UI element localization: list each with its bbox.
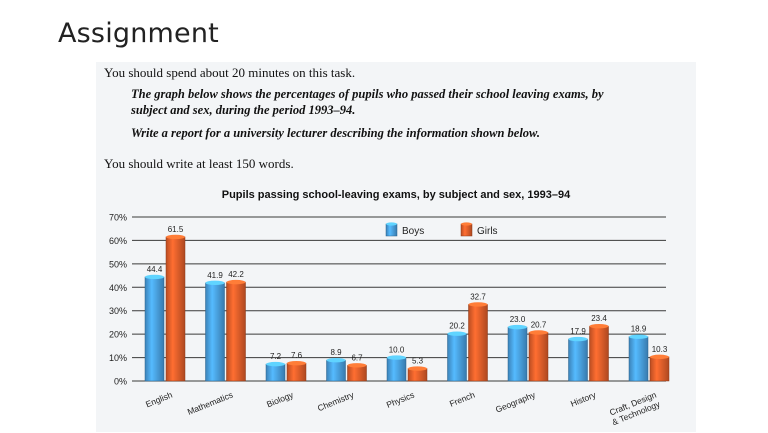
- slide-title: Assignment: [58, 18, 219, 49]
- x-tick-label: Biology: [265, 389, 295, 409]
- y-tick-label: 10%: [109, 353, 127, 363]
- legend-swatch-girls: [460, 223, 473, 237]
- x-tick-label: Chemistry: [316, 389, 356, 413]
- data-label-girls: 20.7: [531, 321, 547, 330]
- bar-boys: [265, 363, 286, 382]
- data-label-girls: 61.5: [168, 225, 184, 234]
- data-label-boys: 41.9: [207, 271, 223, 280]
- bar-boys: [447, 333, 467, 382]
- time-instruction: You should spend about 20 minutes on thi…: [104, 65, 356, 80]
- x-tick-label: Mathematics: [186, 390, 234, 417]
- bar-top-boys: [629, 334, 648, 339]
- data-label-girls: 23.4: [591, 314, 607, 323]
- data-label-girls: 7.6: [291, 351, 303, 360]
- data-label-boys: 8.9: [330, 348, 342, 357]
- y-tick-label: 50%: [109, 259, 127, 269]
- bar-girls: [347, 365, 367, 382]
- bar-top-boys: [326, 357, 346, 363]
- bar-top-girls: [529, 330, 548, 335]
- bar-boys: [205, 282, 225, 382]
- bar-girls: [165, 236, 186, 382]
- bar-top-boys: [508, 324, 527, 330]
- legend-label-boys: Boys: [402, 226, 424, 237]
- bar-top-girls: [226, 279, 246, 285]
- legend-label-girls: Girls: [477, 226, 498, 237]
- y-tick-label: 60%: [109, 236, 127, 246]
- x-tick-label: Geography: [494, 389, 537, 414]
- data-label-girls: 6.7: [351, 353, 363, 362]
- bar-girls: [286, 362, 307, 382]
- data-label-boys: 7.2: [270, 352, 282, 361]
- legend-swatch-top-girls: [461, 222, 472, 226]
- data-label-boys: 18.9: [631, 325, 647, 334]
- bar-top-girls: [408, 366, 427, 371]
- data-label-boys: 44.4: [147, 265, 163, 274]
- bar-top-girls: [650, 354, 669, 360]
- chart-title: Pupils passing school-leaving exams, by …: [222, 189, 571, 201]
- bar-girls: [226, 281, 246, 382]
- bar-chart: Pupils passing school-leaving exams, by …: [109, 189, 670, 427]
- data-label-girls: 32.7: [470, 292, 486, 301]
- prompt-line-3: Write a report for a university lecturer…: [131, 126, 541, 140]
- legend-swatch-top-boys: [386, 222, 397, 226]
- bar-top-boys: [205, 280, 225, 286]
- bar-top-girls: [347, 363, 367, 368]
- data-label-girls: 10.3: [652, 345, 668, 354]
- bar-boys: [386, 357, 407, 382]
- bar-girls: [468, 304, 488, 382]
- prompt-line-2: subject and sex, during the period 1993–…: [131, 103, 356, 117]
- bar-boys: [568, 338, 588, 382]
- y-tick-label: 20%: [109, 330, 127, 340]
- bar-girls: [589, 325, 609, 382]
- bar-top-boys: [568, 336, 588, 342]
- bar-boys: [628, 336, 649, 382]
- bar-top-boys: [387, 355, 406, 360]
- x-tick-label: Craft, Design& Technology: [607, 389, 662, 427]
- data-label-boys: 10.0: [389, 346, 405, 355]
- bar-top-boys: [145, 274, 164, 280]
- bar-boys: [507, 326, 528, 382]
- bar-top-boys: [447, 331, 467, 336]
- x-tick-label: English: [144, 389, 174, 409]
- data-label-boys: 17.9: [570, 327, 586, 336]
- bar-boys: [326, 359, 346, 382]
- bar-girls: [528, 332, 549, 382]
- data-label-boys: 20.2: [449, 322, 465, 331]
- legend-swatch-boys: [385, 223, 398, 237]
- prompt-line-1: The graph below shows the percentages of…: [131, 87, 604, 101]
- data-label-girls: 5.3: [412, 357, 424, 366]
- word-count-instruction: You should write at least 150 words.: [104, 156, 294, 171]
- y-tick-label: 40%: [109, 283, 127, 293]
- bar-boys: [144, 276, 165, 382]
- data-label-boys: 23.0: [510, 315, 526, 324]
- y-tick-label: 30%: [109, 306, 127, 316]
- bar-top-boys: [266, 361, 285, 367]
- bar-top-girls: [589, 323, 609, 329]
- x-tick-label: Physics: [385, 390, 416, 410]
- data-label-girls: 42.2: [228, 270, 244, 279]
- x-tick-label: French: [448, 389, 477, 408]
- x-tick-label: History: [569, 389, 598, 408]
- bar-top-girls: [287, 360, 306, 366]
- bar-top-girls: [468, 302, 488, 307]
- y-tick-label: 70%: [109, 213, 127, 223]
- bar-top-girls: [166, 234, 185, 240]
- bar-girls: [649, 356, 670, 382]
- y-tick-label: 0%: [114, 377, 127, 387]
